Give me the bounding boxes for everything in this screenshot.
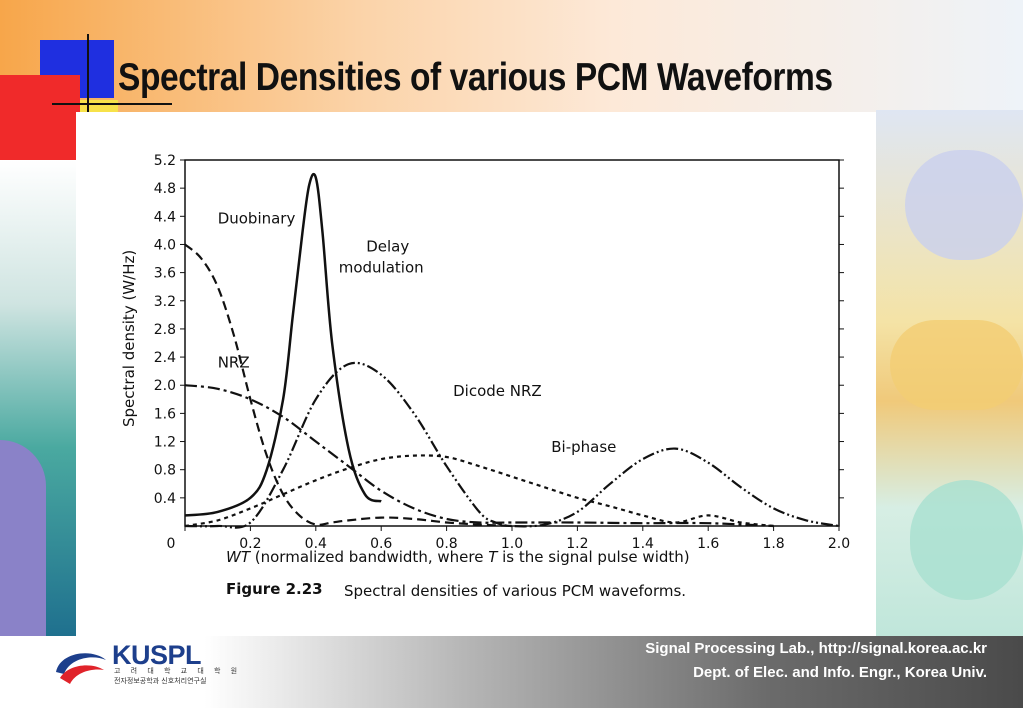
x-axis-label-t: T (488, 548, 499, 566)
footer-lab-url: Signal Processing Lab., http://signal.ko… (645, 640, 987, 657)
series-label-bi-phase: Bi-phase (551, 438, 616, 456)
x-tick-label: 1.6 (697, 536, 719, 552)
x-tick-label: 1.8 (762, 536, 784, 552)
x-tick-label: 0.2 (239, 536, 261, 552)
deco-horizontal-line (52, 103, 172, 105)
x-tick-label: 0.8 (435, 536, 457, 552)
series-label-delay-modulation: modulation (339, 259, 424, 277)
deco-vertical-line (87, 34, 89, 116)
y-tick-label: 1.6 (154, 406, 176, 422)
x-axis-label: WT (normalized bandwidth, where T is the… (226, 548, 690, 566)
y-tick-label: 3.2 (154, 294, 176, 310)
x-axis-label-end: is the signal pulse width) (497, 548, 689, 566)
left-decor-shape (0, 440, 46, 650)
series-group (184, 172, 840, 529)
y-axis-label: Spectral density (W/Hz) (120, 250, 138, 427)
logo-name: KUSPL (112, 640, 202, 670)
spectral-density-chart: 0.40.81.21.62.02.42.83.23.64.04.44.85.2 … (120, 153, 850, 600)
deco-red-square (0, 75, 80, 167)
series-label-duobinary: Duobinary (218, 209, 296, 227)
figure-caption-text: Spectral densities of various PCM wavefo… (344, 582, 686, 600)
x-tick-label: 0.6 (370, 536, 392, 552)
series-line-bi-phase (184, 454, 774, 528)
y-tick-label: 1.2 (154, 435, 176, 451)
y-tick-label: 0.4 (154, 491, 176, 507)
footer-department: Dept. of Elec. and Info. Engr., Korea Un… (693, 664, 987, 681)
series-line-dicode-nrz (184, 361, 840, 529)
y-tick-label: 4.0 (154, 237, 176, 253)
kuspl-logo-icon (56, 653, 106, 684)
y-tick-label: 2.8 (154, 322, 176, 338)
deco-yellow-square (80, 100, 118, 112)
x-tick-label: 0 (167, 536, 176, 552)
series-labels: Duobinary Delay modulation NRZ Dicode NRZ Bi-… (218, 209, 617, 456)
logo-subtitle-lab: 전자정보공학과 신호처리연구실 (114, 677, 207, 685)
y-tick-label: 0.8 (154, 463, 176, 479)
logo-subtitle-university: 고 려 대 학 교 대 학 원 (114, 667, 242, 675)
x-tick-label: 2.0 (828, 536, 850, 552)
right-decor-blob (910, 480, 1023, 600)
series-line-duobinary (184, 243, 513, 528)
series-label-nrz: NRZ (218, 354, 250, 372)
x-axis-ticks: 0 0.2 0.4 0.6 0.8 1.0 1.2 1.4 1.6 1.8 2.0 (167, 526, 850, 552)
y-tick-label: 2.0 (154, 378, 176, 394)
x-tick-label: 1.4 (632, 536, 654, 552)
right-decor-blob (890, 320, 1023, 410)
right-decor-blob (905, 150, 1023, 260)
x-axis-label-wt: WT (226, 548, 252, 566)
y-tick-label: 3.6 (154, 266, 176, 282)
series-label-dicode-nrz: Dicode NRZ (453, 382, 542, 400)
figure-panel: 0.4 0.8 1.2 1.6 2.0 2.4 2.8 3.2 3.6 4.0 4.4 4.8 5.2 … (76, 112, 876, 638)
series-line-delay-modulation (184, 172, 382, 517)
x-axis-label-text: (normalized bandwidth, where (250, 548, 488, 566)
slide-title: Spectral Densities of various PCM Wavefo… (118, 56, 833, 99)
series-line-nrz (184, 384, 774, 528)
figure-caption-number: Figure 2.23 (226, 580, 323, 598)
y-tick-label: 2.4 (154, 350, 176, 366)
series-label-delay-modulation: Delay (366, 238, 409, 256)
y-tick-label: 5.2 (154, 153, 176, 169)
y-tick-label: 4.8 (154, 181, 176, 197)
footer-bar (0, 636, 1023, 708)
x-tick-label: 1.0 (501, 536, 523, 552)
header-gradient (0, 0, 1023, 130)
x-tick-label: 1.2 (566, 536, 588, 552)
y-axis-ticks: 0.4 0.8 1.2 1.6 2.0 2.4 2.8 3.2 3.6 4.0 4.4 4.8 5.2 (154, 153, 844, 507)
x-tick-label: 0.4 (305, 536, 327, 552)
y-tick-label: 4.4 (154, 209, 176, 225)
